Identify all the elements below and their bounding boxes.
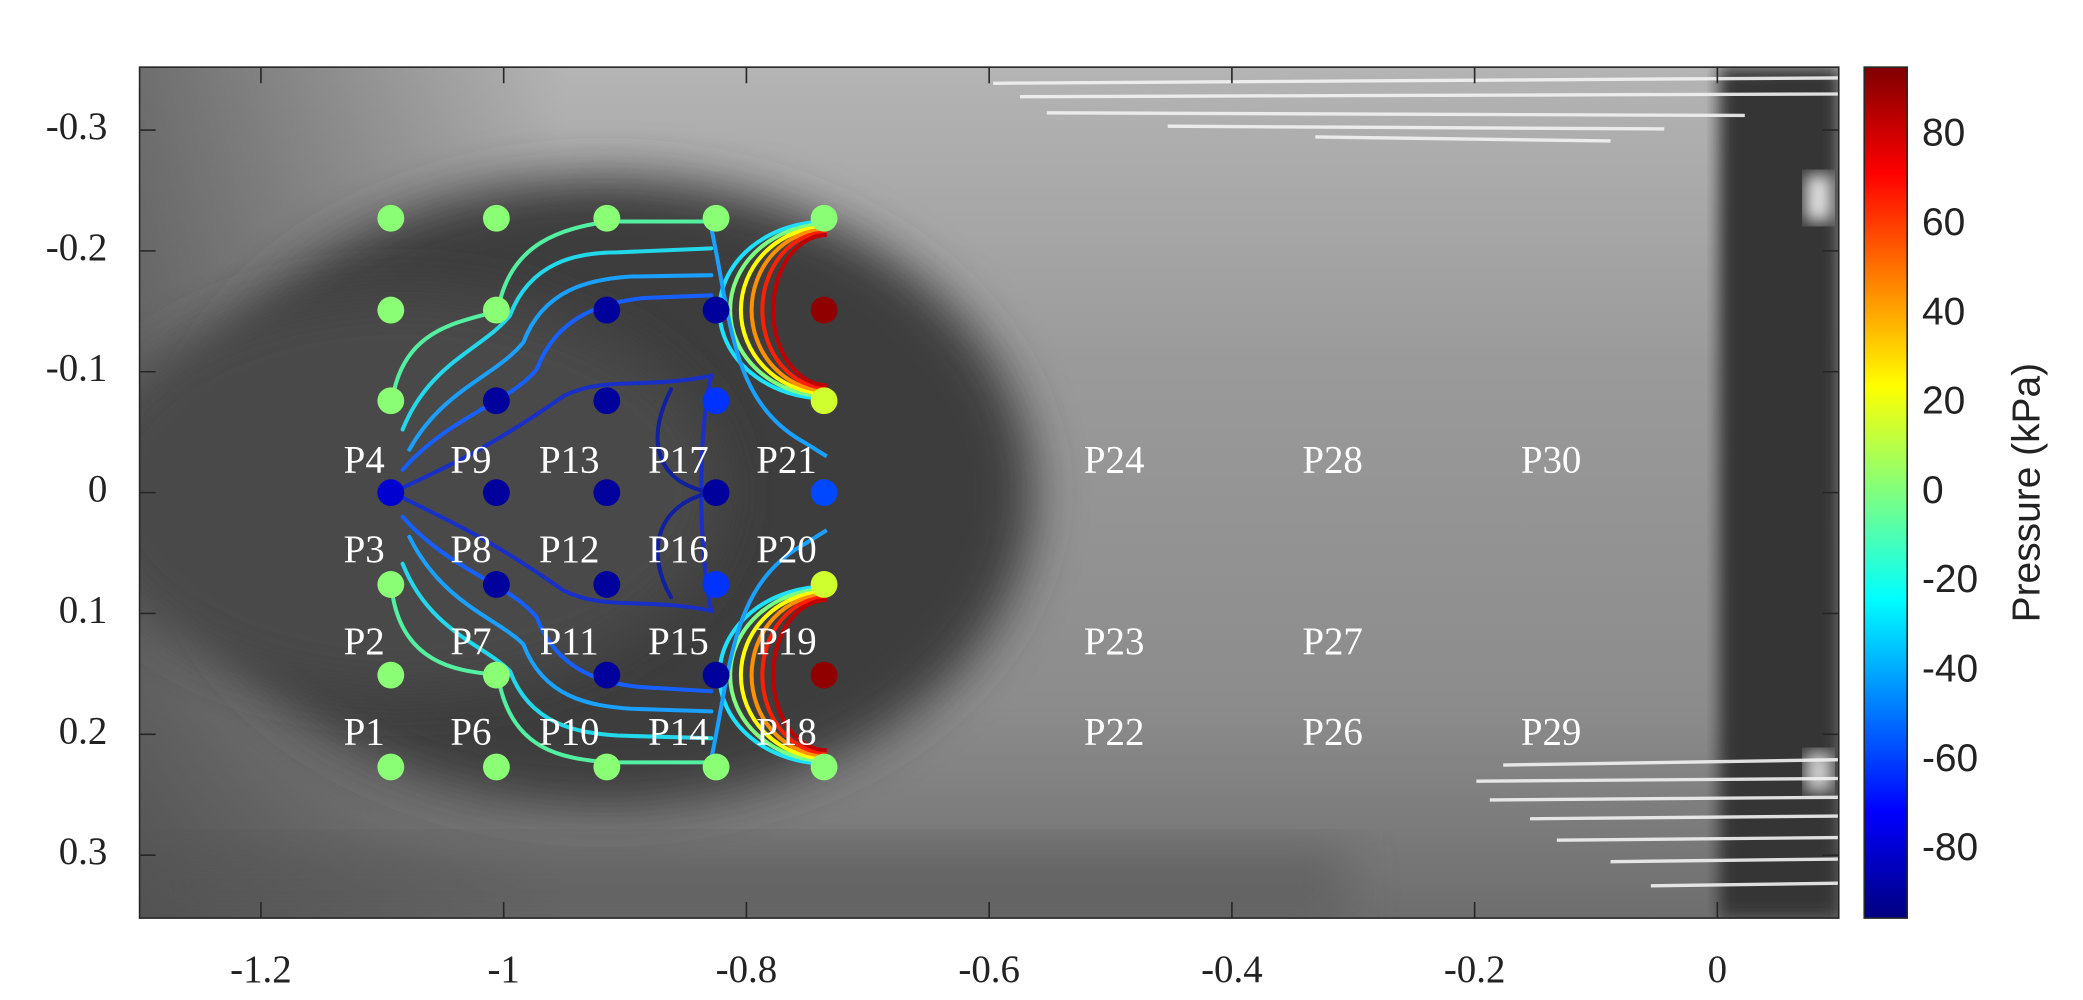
pressure-point <box>702 204 730 232</box>
pressure-point <box>702 296 730 324</box>
pressure-point <box>377 753 405 781</box>
point-label: P15 <box>648 620 709 663</box>
point-label: P7 <box>450 620 491 663</box>
plot-layer: -80 -60 -40 -20 0 20 40 60 80 -1.2 -1 -0.8 -0.6 -0.4 -… <box>46 67 1978 991</box>
colorbar-tick-label: -20 <box>1922 558 1978 601</box>
point-label: P26 <box>1302 711 1363 754</box>
point-label: P12 <box>539 528 600 571</box>
pressure-point <box>810 661 838 689</box>
pressure-point <box>377 387 405 415</box>
y-tick-label: -0.2 <box>46 226 108 269</box>
point-label: P27 <box>1302 620 1363 663</box>
colorbar-tick-label: -80 <box>1922 826 1978 869</box>
x-tick-label: -0.8 <box>716 948 778 991</box>
pressure-point <box>482 296 510 324</box>
pressure-point <box>377 296 405 324</box>
colorbar-tick-label: 0 <box>1922 469 1944 512</box>
point-label: P14 <box>648 711 709 754</box>
pressure-point <box>702 753 730 781</box>
pressure-point <box>593 661 621 689</box>
pressure-point <box>377 204 405 232</box>
x-tick-label: -1.2 <box>230 948 292 991</box>
pressure-point <box>482 571 510 598</box>
point-label: P19 <box>756 620 817 663</box>
x-tick-label: -0.4 <box>1201 948 1263 991</box>
colorbar-label: Pressure (kPa) <box>2006 363 2049 622</box>
pressure-point <box>593 296 621 324</box>
y-tick-label: 0.2 <box>59 709 108 752</box>
point-label: P16 <box>648 528 709 571</box>
pressure-point <box>482 204 510 232</box>
point-label: P21 <box>756 439 817 482</box>
y-tick-label: -0.1 <box>46 347 108 390</box>
colorbar <box>1863 66 1908 919</box>
pressure-point <box>377 661 405 689</box>
point-label: P4 <box>344 439 385 482</box>
pressure-point <box>810 204 838 232</box>
colorbar-tick-label: -60 <box>1922 737 1978 780</box>
point-label: P30 <box>1521 439 1582 482</box>
pressure-point <box>702 387 730 415</box>
y-tick-label: 0.1 <box>59 588 108 631</box>
point-label: P24 <box>1084 439 1145 482</box>
pressure-point <box>482 753 510 781</box>
pressure-point <box>593 479 621 507</box>
point-label: P1 <box>344 711 385 754</box>
pressure-point <box>482 479 510 507</box>
pressure-point <box>810 753 838 781</box>
point-label: P3 <box>344 528 385 571</box>
pressure-point <box>593 571 621 598</box>
pressure-point <box>810 387 838 415</box>
point-label: P22 <box>1084 711 1145 754</box>
point-label: P8 <box>450 528 491 571</box>
pressure-point <box>702 479 730 507</box>
pressure-point <box>810 479 838 507</box>
pressure-point <box>702 661 730 689</box>
background-image <box>139 67 1839 919</box>
point-label: P2 <box>344 620 385 663</box>
point-label: P11 <box>540 620 599 663</box>
colorbar-tick-label: 20 <box>1922 380 1965 423</box>
point-label: P10 <box>539 711 600 754</box>
point-label: P29 <box>1521 711 1582 754</box>
x-tick-label: -1 <box>487 948 519 991</box>
point-label: P20 <box>756 528 817 571</box>
x-tick-label: -0.2 <box>1444 948 1506 991</box>
pressure-point <box>377 571 405 598</box>
x-tick-label: -0.6 <box>958 948 1020 991</box>
pressure-point <box>593 387 621 415</box>
colorbar-tick-label: 40 <box>1922 290 1965 333</box>
pressure-point <box>702 571 730 598</box>
pressure-point <box>810 571 838 598</box>
point-label: P6 <box>450 711 491 754</box>
point-label: P17 <box>648 439 709 482</box>
pressure-point <box>593 204 621 232</box>
y-tick-label: 0 <box>88 468 107 511</box>
point-label: P13 <box>539 439 600 482</box>
pressure-point <box>482 661 510 689</box>
colorbar-tick-label: 60 <box>1922 201 1965 244</box>
point-label: P23 <box>1084 620 1145 663</box>
pressure-point <box>377 479 405 507</box>
point-label: P18 <box>756 711 817 754</box>
point-label: P9 <box>450 439 491 482</box>
x-tick-label: 0 <box>1708 948 1727 991</box>
point-label: P28 <box>1302 439 1363 482</box>
colorbar-tick-label: 80 <box>1922 112 1965 155</box>
pressure-point <box>593 753 621 781</box>
plot-frame <box>138 66 1840 919</box>
colorbar-tick-label: -40 <box>1922 647 1978 690</box>
y-tick-label: 0.3 <box>59 830 108 873</box>
pressure-point <box>810 296 838 324</box>
y-tick-label: -0.3 <box>46 105 108 148</box>
pressure-point <box>482 387 510 415</box>
